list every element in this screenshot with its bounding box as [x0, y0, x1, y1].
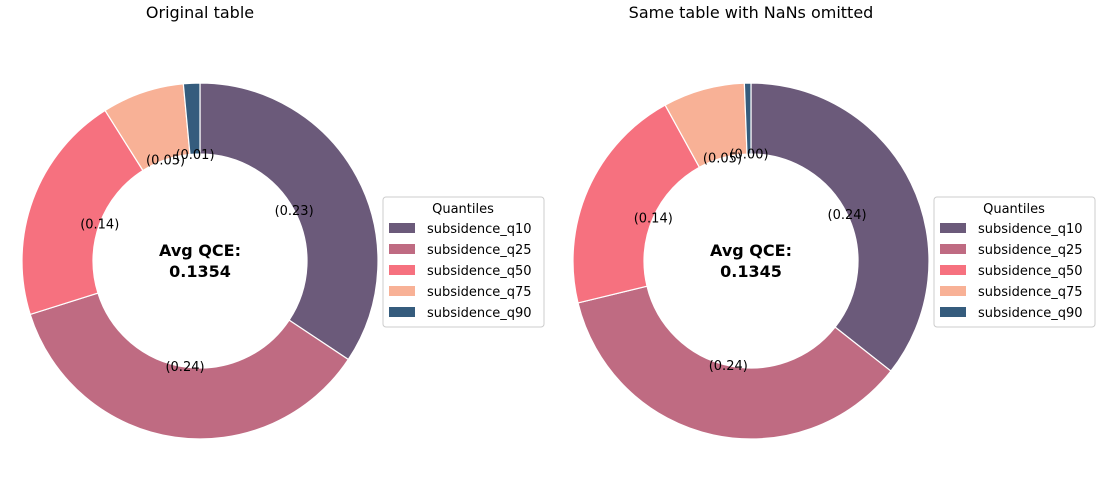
slice-value-label: (0.24)	[165, 360, 204, 375]
slice-value-label: (0.01)	[175, 148, 214, 163]
legend-swatch	[389, 223, 415, 233]
legend-entry-subsidence_q90: subsidence_q90	[427, 306, 532, 321]
legend: Quantiles subsidence_q10 subsidence_q25sub…	[933, 196, 1096, 328]
slice-subsidence_q50	[572, 104, 701, 304]
legend-entry-subsidence_q25: subsidence_q25	[427, 243, 532, 258]
slice-value-label: (0.24)	[828, 208, 867, 223]
slice-subsidence_q10	[199, 82, 379, 361]
legend-entry-subsidence_q75: subsidence_q75	[978, 285, 1083, 300]
legend-swatch	[389, 244, 415, 254]
legend-entry-subsidence_q50: subsidence_q50	[978, 264, 1083, 279]
legend-frame	[933, 196, 1096, 328]
legend-swatch	[389, 286, 415, 296]
legend-swatch	[940, 307, 966, 317]
donut-chart-2: Same table with NaNs omitted (0.24) (0.24)…	[572, 3, 1096, 440]
legend-entry-subsidence_q25: subsidence_q25	[978, 243, 1083, 258]
center-value: 0.1354	[169, 262, 231, 281]
legend-entry-subsidence_q75: subsidence_q75	[427, 285, 532, 300]
slice-value-label: (0.14)	[634, 211, 673, 226]
legend-swatch	[940, 265, 966, 275]
legend-swatch	[940, 244, 966, 254]
slice-subsidence_q25	[577, 285, 892, 440]
slice-subsidence_q25	[29, 292, 350, 440]
legend-swatch	[940, 223, 966, 233]
legend-title: Quantiles	[432, 202, 494, 217]
donut-chart-1: Original table (0.23) (0.24) (0.14) (0.05)(0…	[21, 3, 545, 440]
slice-value-label: (0.23)	[275, 204, 314, 219]
legend-entry-subsidence_q90: subsidence_q90	[978, 306, 1083, 321]
slice-subsidence_q10	[750, 82, 930, 372]
slice-subsidence_q50	[21, 109, 144, 316]
chart-title: Original table	[146, 3, 254, 22]
legend-entry-subsidence_q10: subsidence_q10	[978, 222, 1083, 237]
legend-frame	[382, 196, 545, 328]
slice-subsidence_q90	[182, 82, 201, 156]
legend-swatch	[940, 286, 966, 296]
slice-value-label: (0.00)	[729, 148, 768, 163]
slice-value-label: (0.14)	[80, 218, 119, 233]
slice-value-label: (0.24)	[709, 359, 748, 374]
center-label: Avg QCE:	[710, 241, 792, 260]
chart-title: Same table with NaNs omitted	[629, 3, 874, 22]
legend-title: Quantiles	[983, 202, 1045, 217]
slice-subsidence_q90	[743, 82, 752, 155]
legend-swatch	[389, 265, 415, 275]
slice-value-label: (0.05)	[146, 153, 185, 168]
center-label: Avg QCE:	[159, 241, 241, 260]
legend-entry-subsidence_q10: subsidence_q10	[427, 222, 532, 237]
legend: Quantiles subsidence_q10 subsidence_q25sub…	[382, 196, 545, 328]
legend-swatch	[389, 307, 415, 317]
slice-value-label: (0.05)	[703, 152, 742, 167]
legend-entry-subsidence_q50: subsidence_q50	[427, 264, 532, 279]
center-value: 0.1345	[720, 262, 782, 281]
